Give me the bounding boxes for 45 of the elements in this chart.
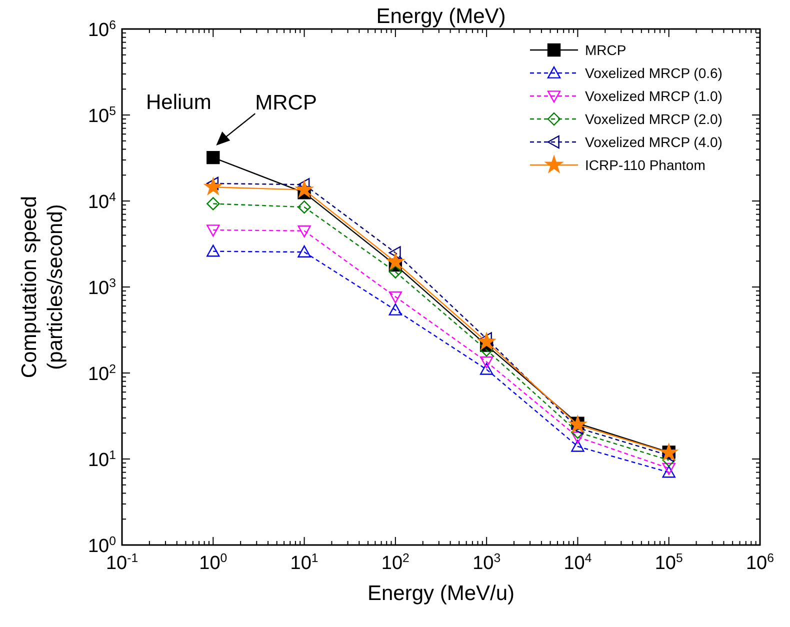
point	[204, 178, 222, 195]
y-tick-label: 10$^{6}$	[88, 18, 116, 41]
x-tick-label: 10$^{1}$	[290, 551, 318, 574]
y-tick-label: 10$^{1}$	[88, 448, 116, 471]
point	[206, 244, 220, 257]
x-tick-label: 10$^{5}$	[654, 551, 683, 574]
y-tick-label: 10$^{2}$	[88, 362, 116, 385]
point	[662, 462, 676, 475]
point	[298, 225, 311, 238]
x-tick-label: 10$^{4}$	[564, 551, 592, 574]
annotation: Helium	[146, 91, 212, 114]
x-tick-label: 10$^{2}$	[381, 551, 410, 574]
point	[206, 224, 220, 237]
point	[480, 362, 494, 375]
legend-label: Voxelized MRCP (2.0)	[585, 111, 722, 127]
x2-axis-title: Energy (MeV)	[376, 5, 506, 28]
point	[571, 432, 584, 444]
point	[298, 245, 311, 258]
point	[388, 303, 402, 316]
point	[298, 200, 311, 214]
legend-label: Voxelized MRCP (4.0)	[585, 134, 722, 150]
point	[662, 466, 676, 478]
point	[206, 197, 220, 210]
y-tick-label: 10$^{5}$	[88, 104, 116, 127]
y-tick-label: 10$^{3}$	[88, 276, 116, 299]
legend-label: ICRP-110 Phantom	[585, 157, 706, 173]
x-tick-label: 10$^{0}$	[199, 551, 228, 574]
point	[388, 291, 402, 304]
x-tick-label: 10$^{6}$	[746, 551, 774, 574]
x-axis-title: Energy (MeV/u)	[367, 582, 515, 605]
annotation: MRCP	[255, 92, 317, 115]
y-axis-title: Computation speed (particles/second)	[18, 196, 67, 378]
legend-label: Voxelized MRCP (0.6)	[585, 65, 722, 81]
x-tick-label: 10$^{3}$	[472, 551, 501, 574]
point	[388, 246, 401, 260]
y-tick-label: 10$^{4}$	[88, 190, 116, 213]
legend-label: Voxelized MRCP (1.0)	[585, 88, 722, 104]
point	[388, 265, 402, 278]
point	[478, 332, 496, 350]
point	[296, 180, 313, 198]
point	[480, 356, 494, 368]
point	[571, 440, 584, 452]
point	[386, 253, 404, 270]
point	[206, 150, 220, 164]
legend-label: MRCP	[585, 42, 626, 58]
